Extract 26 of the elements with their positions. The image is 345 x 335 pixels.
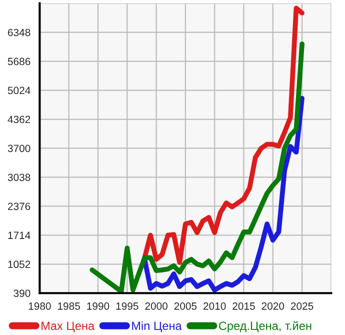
x-tick-label: 2025 [290, 302, 314, 310]
line-series [142, 6, 304, 265]
x-tick-label: 1990 [87, 302, 110, 310]
y-tick-label: 1052 [8, 260, 30, 268]
x-tick-label: 2010 [204, 302, 226, 310]
x-tick-label: 2015 [232, 302, 255, 310]
y-tick-label: 390 [14, 290, 30, 297]
y-tick-label: 3700 [8, 144, 30, 152]
y-tick-label: 5686 [8, 58, 30, 66]
x-tick-label: 1995 [116, 302, 138, 310]
x-tick-label: 2000 [145, 302, 168, 310]
legend-label: Max Цена [42, 322, 95, 332]
legend-label: Min Цена [132, 321, 182, 332]
y-tick-label: 3038 [8, 174, 30, 182]
line-series [142, 96, 304, 292]
legend-label: Сред.Цена, т.йен [219, 321, 312, 332]
y-tick-label: 6348 [8, 28, 30, 36]
x-tick-label: 2020 [262, 302, 284, 310]
line-series [90, 41, 304, 294]
y-tick-label: 2376 [8, 202, 30, 210]
x-tick-label: 1980 [28, 302, 51, 310]
x-tick-label: 2005 [174, 302, 197, 310]
x-tick-label: 1985 [58, 302, 80, 310]
y-tick-label: 5024 [8, 86, 30, 94]
y-tick-label: 1714 [8, 232, 30, 239]
y-tick-label: 4362 [8, 116, 30, 124]
